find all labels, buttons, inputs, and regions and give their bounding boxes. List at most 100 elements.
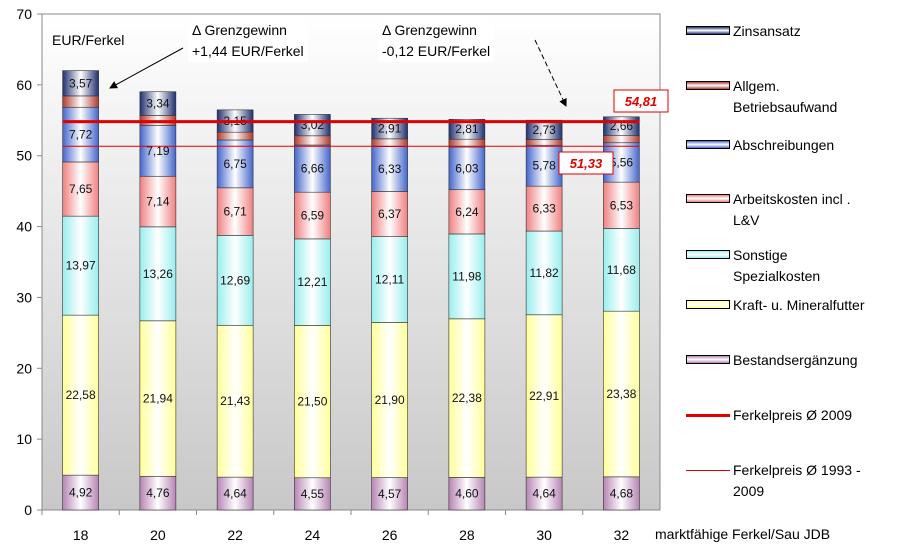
y-tick-label: 70 xyxy=(16,6,32,22)
x-tick-label: 32 xyxy=(614,527,630,543)
legend-swatch xyxy=(686,413,730,417)
bar-segment xyxy=(371,138,408,147)
bar-segment xyxy=(62,95,99,108)
bar-segment xyxy=(139,475,177,511)
bar-segment xyxy=(525,230,563,316)
bar-segment xyxy=(62,474,99,511)
bar-segment xyxy=(139,175,177,228)
legend-swatch xyxy=(686,469,730,471)
value-label: 2,81 xyxy=(455,122,479,136)
bar-segment xyxy=(294,325,331,479)
value-label: 2,73 xyxy=(532,123,556,137)
bar-segment xyxy=(294,144,331,193)
bar-segment xyxy=(371,191,408,237)
bar-segment xyxy=(448,318,486,478)
legend-swatch xyxy=(686,140,730,149)
x-tick-label: 22 xyxy=(227,527,243,543)
value-label: 4,60 xyxy=(455,487,479,501)
value-label: 23,38 xyxy=(606,387,636,401)
value-label: 4,64 xyxy=(223,487,247,501)
x-tick-label: 30 xyxy=(536,527,552,543)
bar-segment xyxy=(216,139,254,189)
annotation: Δ Grenzgewinn +1,44 EUR/Ferkel xyxy=(188,20,308,62)
bar-segment xyxy=(62,70,99,97)
value-label: 22,91 xyxy=(529,389,559,403)
bar-segment xyxy=(62,161,99,217)
bar-segment xyxy=(62,314,99,476)
bar-segment xyxy=(294,114,331,137)
bar-segment xyxy=(139,125,177,177)
legend-label: Zinsansatz xyxy=(733,23,801,39)
value-label: 12,11 xyxy=(375,273,404,287)
x-tick-label: 26 xyxy=(382,527,398,543)
value-label: 3,34 xyxy=(146,97,170,111)
value-label: 21,94 xyxy=(143,392,173,406)
bar-segment xyxy=(525,476,563,511)
value-label: 7,72 xyxy=(69,128,93,142)
value-label: 6,24 xyxy=(455,205,479,219)
x-axis-label: marktfähige Ferkel/Sau JDB xyxy=(655,526,830,542)
value-label: 21,43 xyxy=(220,394,250,408)
plot-area xyxy=(41,13,661,511)
value-label: 6,75 xyxy=(223,157,247,171)
legend-swatch xyxy=(686,26,730,35)
legend-label: Ferkelpreis Ø 1993 - 2009 xyxy=(733,462,861,499)
value-label: 4,76 xyxy=(146,486,170,500)
value-label: 12,21 xyxy=(297,275,327,289)
value-label: 6,37 xyxy=(378,207,402,221)
bar-segment xyxy=(603,181,640,229)
bar-segment xyxy=(525,139,563,146)
x-tick-label: 24 xyxy=(305,527,321,543)
value-label: 4,64 xyxy=(532,487,556,501)
x-tick-label: 28 xyxy=(459,527,475,543)
bar-segment xyxy=(448,189,486,235)
value-label: 6,33 xyxy=(532,202,556,216)
legend-label: Sonstige Spezialkosten xyxy=(733,247,821,284)
legend-label: Allgem. Betriebsaufwand xyxy=(733,78,838,115)
legend-label: Bestandsergänzung xyxy=(733,352,858,368)
bar-segment xyxy=(371,117,408,140)
legend-label: Arbeitskosten incl . L&V xyxy=(733,191,851,228)
value-label: 22,58 xyxy=(66,388,96,402)
bar-segment xyxy=(525,314,563,478)
value-label: 6,53 xyxy=(610,198,634,212)
legend-swatch xyxy=(686,81,730,90)
value-label: 7,14 xyxy=(146,195,170,209)
y-tick-label: 10 xyxy=(16,431,32,447)
value-label: 6,59 xyxy=(301,209,325,223)
bar-segment xyxy=(216,476,254,511)
value-label: 7,19 xyxy=(146,144,170,158)
bar-segment xyxy=(216,324,254,478)
bar-segment xyxy=(371,146,408,192)
bar-segment xyxy=(62,106,99,163)
value-label: 5,78 xyxy=(532,159,556,173)
value-label: 2,91 xyxy=(378,122,402,136)
value-label: 21,90 xyxy=(375,393,405,407)
value-label: 21,50 xyxy=(297,395,327,409)
y-tick-label: 40 xyxy=(16,219,32,235)
value-label: 13,26 xyxy=(143,267,173,281)
y-axis-label: EUR/Ferkel xyxy=(52,32,124,48)
x-tick-label: 20 xyxy=(150,527,166,543)
value-label: 13,97 xyxy=(66,259,96,273)
bar-segment xyxy=(448,118,486,140)
bar-segment xyxy=(448,477,486,511)
y-tick-label: 60 xyxy=(16,77,32,93)
value-label: 6,71 xyxy=(223,205,247,219)
value-label: 11,68 xyxy=(607,263,636,277)
bar-segment xyxy=(294,238,331,326)
bar-segment xyxy=(294,135,331,146)
bar-segment xyxy=(139,320,177,477)
legend-label: Kraft- u. Mineralfutter xyxy=(733,297,865,313)
bar-segment xyxy=(216,131,254,141)
value-label: 12,69 xyxy=(220,273,250,287)
bar-segment xyxy=(448,146,486,191)
y-tick-label: 50 xyxy=(16,148,32,164)
legend-swatch xyxy=(686,194,730,203)
value-label: 4,57 xyxy=(378,487,402,501)
value-label: 11,98 xyxy=(452,269,481,283)
reference-label-box xyxy=(613,89,669,113)
bar-segment xyxy=(294,477,331,511)
